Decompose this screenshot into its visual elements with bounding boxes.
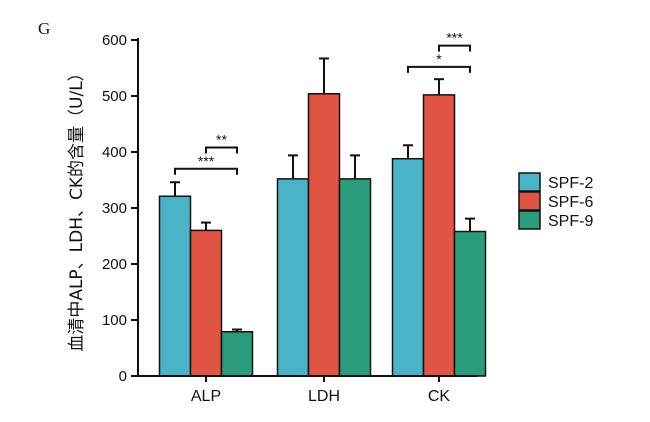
y-tick-label: 0 [119, 368, 127, 385]
y-axis: 0 100 200 300 400 500 600 [102, 32, 139, 385]
bar-SPF-6-ALP [189, 229, 223, 377]
significance-label: * [436, 51, 442, 67]
bar-SPF-9-LDH [338, 178, 372, 377]
bar-SPF-9-CK [453, 230, 487, 377]
legend-swatch [518, 172, 541, 192]
legend-swatch [518, 210, 541, 230]
x-tick-label: CK [428, 388, 451, 405]
y-tick-label: 300 [102, 200, 127, 217]
y-axis-label: 血清中ALP、LDH、CK的含量（U/L） [67, 64, 87, 351]
significance-label: ** [216, 132, 227, 148]
y-tick-label: 200 [102, 256, 127, 273]
x-tick-label: LDH [308, 388, 340, 405]
bar-SPF-6-CK [422, 94, 456, 377]
significance-label: *** [446, 30, 463, 46]
significance-label: *** [198, 153, 215, 169]
y-tick-label: 400 [102, 144, 127, 161]
legend-swatch [518, 191, 541, 211]
panel-label: G [38, 19, 50, 38]
error-bars [170, 57, 475, 332]
bar-SPF-9-ALP [220, 331, 254, 377]
x-tick-label: ALP [191, 388, 221, 405]
y-tick-label: 600 [102, 32, 127, 49]
bar-SPF-2-LDH [276, 178, 310, 377]
y-tick-label: 100 [102, 312, 127, 329]
bar-SPF-2-CK [391, 157, 425, 377]
legend-label: SPF-6 [548, 194, 593, 211]
significance-bracket [438, 44, 471, 52]
significance-bracket [205, 146, 238, 154]
bar-SPF-6-LDH [307, 93, 341, 377]
legend: SPF-2 SPF-6 SPF-9 [518, 172, 593, 230]
x-axis: ALP LDH CK [137, 375, 478, 405]
legend-label: SPF-9 [548, 213, 593, 230]
y-tick-label: 500 [102, 88, 127, 105]
legend-label: SPF-2 [548, 175, 593, 192]
significance-bracket [174, 167, 238, 175]
bar-SPF-2-ALP [158, 195, 192, 377]
significance-bracket [407, 65, 471, 73]
significance-brackets: ********* [174, 30, 471, 175]
bars [158, 93, 487, 377]
